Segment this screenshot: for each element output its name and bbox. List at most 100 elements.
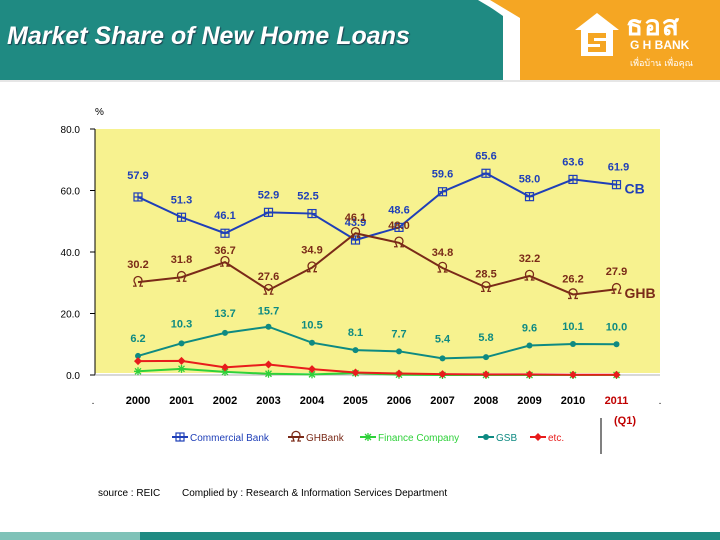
data-point [613, 341, 620, 348]
data-point [483, 434, 489, 440]
header-banner: Market Share of New Home Loans ธอส G H B… [0, 0, 720, 82]
data-point [220, 255, 230, 267]
data-point [133, 275, 143, 287]
data-point [264, 360, 273, 369]
x-tick-label: 2004 [300, 395, 325, 407]
data-point [394, 236, 404, 248]
data-point [526, 342, 533, 349]
legend-item: etc. [530, 433, 564, 444]
data-label: 48.0 [388, 220, 409, 232]
data-point [534, 433, 542, 441]
data-label: 34.8 [432, 247, 453, 259]
data-label: 32.2 [519, 253, 540, 265]
data-label: 10.1 [562, 321, 583, 333]
data-point [350, 226, 361, 238]
data-point [525, 370, 534, 379]
x-tick-label: 2005 [343, 395, 367, 407]
x-tick-label: 2010 [561, 395, 585, 407]
data-point [308, 365, 316, 374]
y-tick-label: 80.0 [61, 125, 81, 136]
data-point [176, 270, 187, 282]
data-point [221, 367, 229, 376]
data-label: 27.6 [258, 271, 279, 283]
data-label: 46.1 [214, 210, 235, 222]
data-label: 65.6 [475, 150, 496, 162]
data-point [569, 370, 577, 379]
footer-bar [0, 532, 720, 540]
series-end-label: GHB [625, 285, 656, 301]
series-line [137, 359, 617, 376]
x-axis-start-dot: . [92, 396, 95, 407]
data-label: 58.0 [519, 174, 540, 186]
legend-label: Finance Company [378, 433, 459, 444]
data-point [481, 281, 491, 293]
source-note: source : REIC [98, 488, 160, 499]
series-line [137, 325, 617, 360]
data-label: 36.7 [214, 245, 235, 257]
data-label: 10.5 [301, 320, 322, 332]
x-tick-label: 2002 [213, 395, 237, 407]
legend-label: Commercial Bank [190, 433, 270, 444]
page-title: Market Share of New Home Loans [7, 22, 410, 50]
data-label: 28.5 [475, 268, 496, 280]
x-tick-label: 2008 [474, 395, 498, 407]
plot-area [95, 129, 660, 373]
y-tick-label: 60.0 [61, 187, 81, 198]
data-label: 6.2 [130, 333, 145, 345]
data-label: 5.4 [435, 333, 451, 345]
header-teal-band [0, 0, 503, 82]
data-label: 27.9 [606, 266, 627, 278]
data-point [439, 355, 446, 362]
y-tick-label: 40.0 [61, 248, 81, 259]
logo-thai-text: ธอส [626, 9, 680, 42]
logo-bank-text: G H BANK [630, 38, 690, 52]
data-label: 51.3 [171, 194, 192, 206]
footer-bar-accent [0, 532, 140, 540]
data-label: 46.1 [345, 212, 366, 224]
data-point [177, 356, 186, 365]
x-axis-end-dot: . [659, 396, 662, 407]
data-label: 52.5 [297, 191, 318, 203]
data-point [291, 430, 301, 442]
series-end-label: CB [625, 181, 645, 197]
series-ghbank: 30.2 31.8 36.7 27.6 34.9 46.1 48.0 34.8 28.5 32.2… [127, 212, 655, 301]
data-label: 52.9 [258, 189, 279, 201]
data-point [568, 288, 578, 300]
data-label: 5.8 [478, 332, 493, 344]
legend-label: GSB [496, 433, 517, 444]
data-point [264, 369, 273, 378]
data-point [364, 433, 372, 441]
data-point [221, 363, 229, 372]
data-point [177, 364, 186, 373]
data-point [134, 367, 142, 376]
logo-slogan: เพื่อบ้าน เพื่อคุณ [630, 59, 693, 69]
data-point [395, 369, 403, 378]
data-point [570, 340, 576, 347]
x-tick-label: 2006 [387, 395, 411, 407]
series-commercial-bank: 57.9 51.3 46.1 52.9 52.5 43.9 48.6 59.6 65.6 58.0… [127, 150, 645, 245]
y-axis-unit: % [95, 107, 104, 118]
legend-label: etc. [548, 433, 564, 444]
data-label: 63.6 [562, 156, 583, 168]
data-point [265, 323, 272, 330]
data-label: 48.6 [388, 204, 409, 216]
category-note: (Q1) [614, 415, 636, 427]
y-tick-label: 0.0 [66, 371, 80, 382]
x-tick-label: 2011 [605, 395, 629, 407]
data-label: 57.9 [127, 170, 148, 182]
legend-item: GSB [478, 433, 517, 444]
house-logo-icon [575, 13, 619, 56]
series-etc [134, 356, 621, 379]
data-point [308, 370, 316, 379]
data-label: 31.8 [171, 254, 192, 266]
data-point [222, 329, 228, 336]
data-point [178, 340, 185, 347]
legend-item: Finance Company [360, 433, 459, 444]
y-tick-label: 20.0 [61, 310, 81, 321]
data-label: 10.3 [171, 318, 192, 330]
data-label: 8.1 [348, 327, 363, 339]
data-label: 59.6 [432, 169, 453, 181]
data-point [134, 357, 142, 366]
compiled-by-note: Complied by : Research & Information Ser… [182, 488, 447, 499]
data-point [611, 282, 622, 294]
